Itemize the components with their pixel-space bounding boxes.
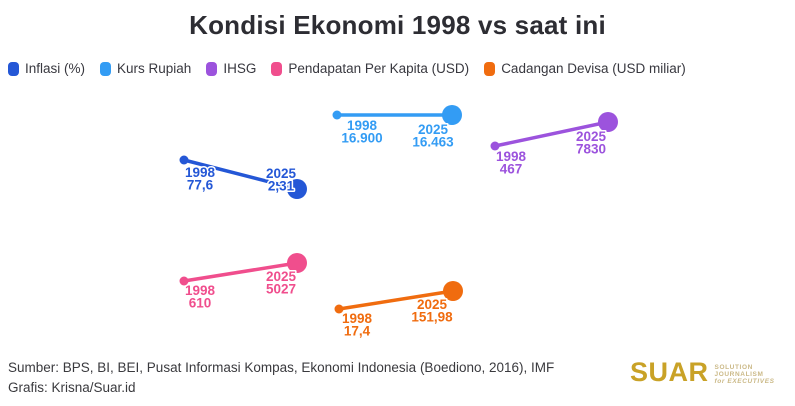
data-label-2025: 2025 7830 — [576, 129, 607, 157]
legend-item-label: Kurs Rupiah — [117, 61, 192, 76]
legend-swatch-icon — [8, 61, 19, 76]
series-connector-line — [183, 261, 298, 283]
legend: Inflasi (%) Kurs Rupiah IHSG Pendapatan Per… — [8, 61, 686, 76]
legend-item-label: Inflasi (%) — [25, 61, 86, 76]
data-label-1998: 1998 16.900 — [341, 118, 382, 146]
data-point-1998 — [332, 110, 342, 120]
data-label-2025: 2025 151,98 — [411, 297, 453, 325]
series-connector-line — [338, 289, 454, 311]
legend-item-1: Inflasi (%) — [8, 61, 85, 76]
logo-tagline: SOLUTION JOURNALISM for EXECUTIVES — [714, 364, 775, 385]
legend-swatch-icon — [206, 61, 218, 76]
data-label-1998: 1998 467 — [496, 149, 527, 177]
legend-item-label: Pendapatan Per Kapita (USD) — [288, 61, 470, 76]
suar-logo: SUAR SOLUTION JOURNALISM for EXECUTIVES — [630, 357, 795, 387]
legend-item-label: Cadangan Devisa (USD miliar) — [501, 61, 686, 76]
credit-text: Grafis: Krisna/Suar.id — [8, 380, 136, 395]
data-point-1998 — [334, 304, 344, 314]
series-connector-line — [183, 158, 298, 191]
source-text: Sumber: BPS, BI, BEI, Pusat Informasi Ko… — [8, 360, 555, 375]
data-point-2025 — [287, 253, 307, 273]
series-2: 1998 16.900 2025 16.463 — [332, 105, 462, 151]
data-label-2025: 2025 16.463 — [412, 122, 454, 150]
data-label-2025: 2025 5027 — [266, 269, 297, 297]
series-connector-line — [494, 120, 609, 148]
logo-wordmark: SUAR — [630, 357, 709, 387]
data-point-1998 — [179, 155, 189, 165]
data-label-1998: 1998 77,6 — [185, 165, 216, 193]
series-1: 1998 77,6 2025 2,31 — [179, 155, 307, 199]
data-point-1998 — [490, 141, 500, 151]
legend-item-label: IHSG — [223, 61, 257, 76]
legend-item-2: Kurs Rupiah — [100, 61, 191, 76]
legend-swatch-icon — [484, 61, 496, 76]
data-point-2025 — [442, 105, 462, 125]
legend-swatch-icon — [271, 61, 283, 76]
data-point-1998 — [179, 276, 189, 286]
chart-title: Kondisi Ekonomi 1998 vs saat ini — [189, 10, 606, 40]
data-label-2025: 2025 2,31 — [266, 166, 297, 194]
data-point-2025 — [598, 112, 618, 132]
data-label-1998: 1998 17,4 — [342, 311, 373, 339]
legend-item-5: Cadangan Devisa (USD miliar) — [484, 61, 686, 76]
data-point-2025 — [443, 281, 463, 301]
legend-item-3: IHSG — [206, 61, 256, 76]
legend-item-4: Pendapatan Per Kapita (USD) — [271, 61, 469, 76]
series-3: 1998 467 2025 7830 — [490, 112, 618, 178]
data-point-2025 — [287, 179, 307, 199]
legend-swatch-icon — [100, 61, 112, 76]
footer: Sumber: BPS, BI, BEI, Pusat Informasi Ko… — [8, 358, 554, 398]
data-label-1998: 1998 610 — [185, 283, 216, 311]
series-5: 1998 17,4 2025 151,98 — [334, 281, 463, 340]
series-4: 1998 610 2025 5027 — [179, 253, 307, 312]
